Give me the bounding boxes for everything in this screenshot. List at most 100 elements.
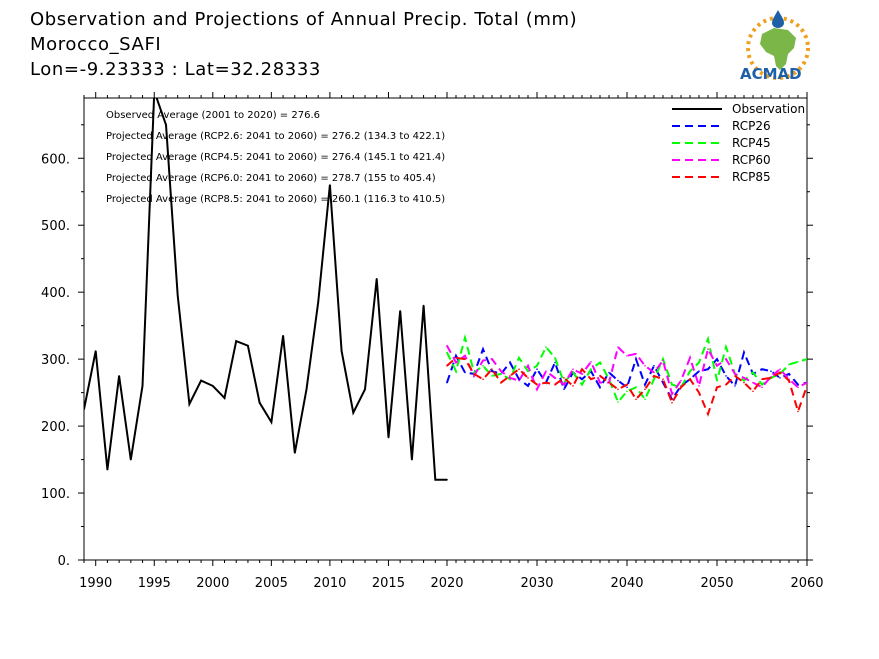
data-point-rcp45 — [545, 346, 547, 348]
x-tick-label: 2015 — [372, 576, 405, 591]
data-point-observation — [154, 91, 156, 93]
data-point-rcp85 — [653, 375, 655, 377]
x-tick-label: 2030 — [520, 576, 553, 591]
data-point-rcp26 — [464, 371, 466, 374]
data-point-rcp26 — [743, 351, 745, 354]
data-point-rcp85 — [770, 377, 772, 379]
data-point-rcp85 — [518, 368, 520, 371]
data-point-rcp45 — [689, 370, 691, 373]
data-point-rcp60 — [797, 386, 799, 389]
data-point-observation — [364, 388, 366, 391]
data-point-observation — [176, 294, 179, 297]
data-point-rcp26 — [770, 370, 772, 373]
chart-subtitle-coordinates: Lon=-9.23333 : Lat=32.28333 — [30, 59, 321, 80]
data-point-rcp26 — [617, 379, 619, 382]
x-tick-label: 1990 — [79, 576, 112, 591]
data-point-observation — [223, 397, 226, 399]
data-point-rcp60 — [518, 379, 520, 382]
data-point-rcp60 — [500, 370, 502, 373]
data-point-observation — [130, 458, 132, 461]
data-point-rcp26 — [518, 378, 520, 381]
x-tick-label: 1995 — [138, 576, 171, 591]
data-point-rcp85 — [581, 368, 583, 371]
data-point-rcp85 — [536, 383, 538, 386]
data-point-rcp26 — [581, 378, 583, 381]
data-point-rcp85 — [698, 391, 700, 394]
data-point-rcp45 — [698, 361, 700, 364]
data-point-rcp85 — [491, 368, 493, 371]
data-point-rcp85 — [761, 378, 763, 381]
data-point-rcp26 — [779, 377, 781, 379]
data-point-rcp85 — [473, 373, 475, 375]
data-point-rcp60 — [806, 381, 807, 384]
data-point-rcp85 — [599, 375, 601, 377]
data-point-rcp85 — [797, 410, 799, 413]
data-point-rcp45 — [455, 370, 457, 373]
y-tick-label: 0. — [58, 554, 70, 569]
x-tick-label: 2000 — [196, 576, 229, 591]
data-point-rcp60 — [536, 388, 538, 391]
legend-label-rcp60: RCP60 — [732, 153, 771, 167]
data-point-observation — [352, 411, 355, 414]
data-point-observation — [258, 401, 261, 404]
data-point-observation — [446, 478, 448, 481]
data-point-rcp26 — [563, 388, 565, 391]
y-tick-label: 100. — [41, 487, 70, 502]
data-point-rcp26 — [716, 358, 718, 360]
data-point-rcp60 — [617, 346, 619, 348]
data-point-rcp26 — [527, 385, 529, 387]
data-point-rcp85 — [554, 383, 556, 386]
data-point-rcp60 — [689, 357, 691, 359]
data-point-rcp60 — [707, 348, 709, 350]
data-point-rcp60 — [527, 365, 529, 367]
x-tick-label: 2010 — [313, 576, 346, 591]
chart-title: Observation and Projections of Annual Pr… — [30, 9, 577, 30]
data-point-rcp45 — [473, 371, 475, 374]
data-point-rcp45 — [788, 363, 790, 366]
data-point-rcp45 — [536, 365, 538, 367]
legend-label-rcp26: RCP26 — [732, 119, 771, 133]
data-point-rcp45 — [662, 358, 664, 360]
data-point-rcp26 — [482, 348, 484, 350]
data-point-rcp60 — [644, 365, 646, 367]
data-point-rcp60 — [653, 371, 655, 374]
data-point-rcp60 — [572, 368, 574, 371]
series-line-rcp60 — [446, 345, 807, 397]
data-point-rcp26 — [536, 368, 538, 371]
data-point-rcp60 — [581, 373, 583, 375]
data-point-observation — [422, 304, 425, 307]
data-point-observation — [387, 436, 390, 439]
data-point-rcp45 — [491, 375, 493, 377]
x-tick-label: 2050 — [700, 576, 733, 591]
data-point-rcp85 — [455, 357, 457, 359]
data-point-rcp45 — [761, 383, 763, 386]
data-point-rcp60 — [743, 377, 745, 379]
acmad-logo: ACMAD — [740, 10, 810, 83]
data-point-rcp85 — [446, 365, 448, 367]
series-line-rcp45 — [446, 333, 807, 404]
data-point-observation — [329, 184, 331, 186]
data-point-rcp60 — [635, 353, 637, 355]
data-point-rcp85 — [662, 378, 664, 381]
data-point-rcp45 — [626, 390, 628, 393]
data-point-rcp45 — [617, 401, 619, 403]
data-point-rcp26 — [455, 355, 457, 357]
chart-subtitle-location: Morocco_SAFI — [30, 34, 161, 55]
data-point-rcp45 — [590, 368, 592, 371]
data-point-rcp45 — [752, 371, 754, 374]
data-point-rcp85 — [752, 390, 754, 393]
data-point-rcp85 — [680, 386, 682, 389]
data-point-rcp85 — [671, 401, 673, 404]
data-point-rcp85 — [482, 378, 484, 381]
data-point-rcp26 — [761, 368, 763, 371]
data-point-rcp45 — [500, 373, 502, 375]
data-point-rcp60 — [545, 370, 547, 373]
data-point-rcp85 — [734, 375, 736, 377]
data-point-rcp60 — [662, 359, 664, 362]
annotation-rcp60-average: Projected Average (RCP6.0: 2041 to 2060)… — [106, 173, 436, 184]
data-point-rcp26 — [608, 371, 610, 374]
data-point-rcp45 — [599, 361, 601, 364]
data-point-observation — [200, 379, 202, 382]
data-point-rcp85 — [527, 377, 529, 379]
data-point-rcp60 — [482, 359, 484, 362]
